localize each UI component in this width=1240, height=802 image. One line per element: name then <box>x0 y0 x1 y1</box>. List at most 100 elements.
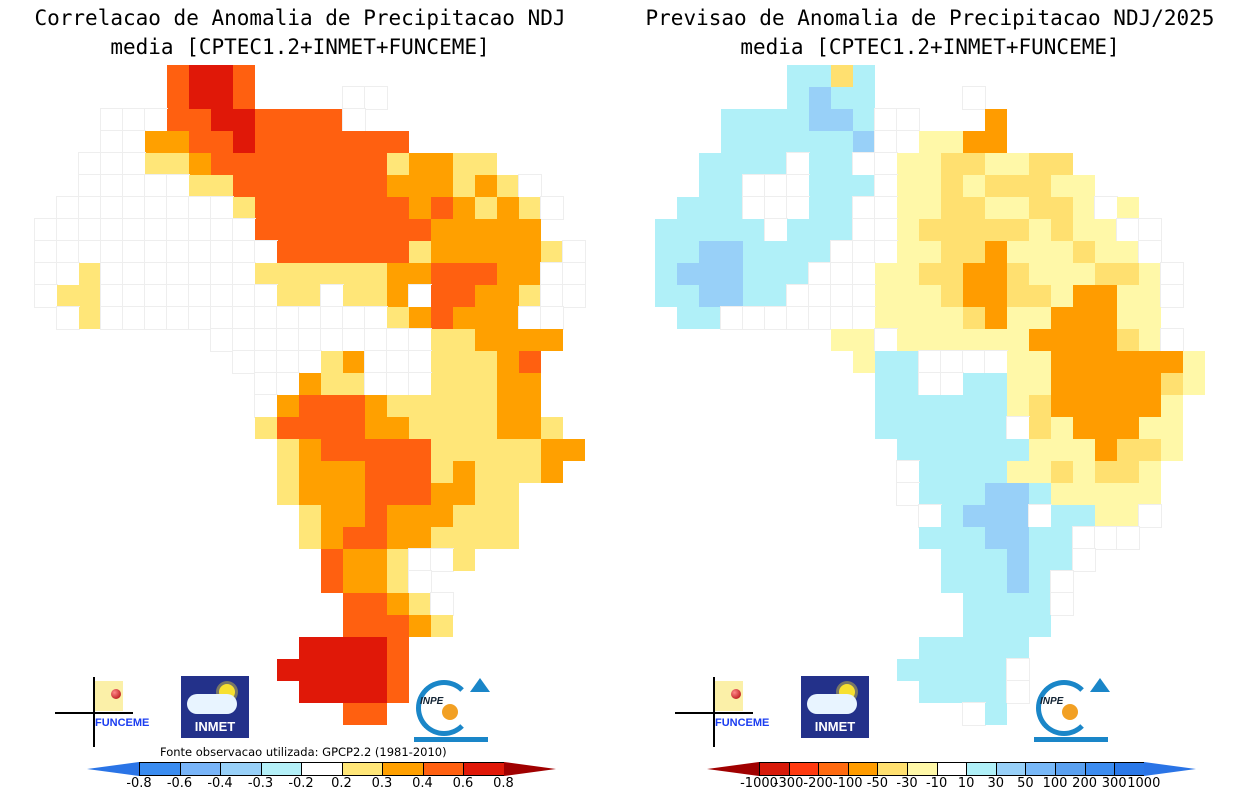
map-grid-cell <box>431 197 453 219</box>
map-grid-cell <box>1095 263 1117 285</box>
map-grid-cell <box>699 285 721 307</box>
map-grid-cell <box>830 284 854 308</box>
map-grid-cell <box>343 505 365 527</box>
map-grid-cell <box>343 351 365 373</box>
map-grid-cell <box>830 262 854 286</box>
map-grid-cell <box>541 241 563 263</box>
map-grid-cell <box>210 306 234 330</box>
map-grid-cell <box>743 241 765 263</box>
map-grid-cell <box>34 240 58 264</box>
map-grid-cell <box>431 307 453 329</box>
map-grid-cell <box>277 461 299 483</box>
map-grid-cell <box>1117 329 1139 351</box>
map-grid-cell <box>1139 461 1161 483</box>
map-grid-cell <box>387 593 409 615</box>
map-grid-cell <box>431 615 453 637</box>
map-grid-cell <box>1139 395 1161 417</box>
right-title-line1: Previsao de Anomalia de Precipitacao NDJ… <box>645 6 1215 30</box>
map-grid-cell <box>985 307 1007 329</box>
map-grid-cell <box>475 197 497 219</box>
map-grid-cell <box>1073 439 1095 461</box>
colorbar-tick-label: -0.8 <box>126 776 152 791</box>
map-grid-cell <box>321 197 343 219</box>
map-grid-cell <box>896 482 920 506</box>
map-grid-cell <box>985 197 1007 219</box>
map-grid-cell <box>808 284 832 308</box>
map-grid-cell <box>343 681 365 703</box>
map-grid-cell <box>100 174 124 198</box>
map-grid-cell <box>1051 505 1073 527</box>
colorbar-tick-label: -50 <box>866 776 889 791</box>
map-grid-cell <box>963 263 985 285</box>
map-grid-cell <box>918 372 942 396</box>
map-grid-cell <box>963 197 985 219</box>
map-grid-cell <box>765 131 787 153</box>
map-grid-cell <box>985 329 1007 351</box>
map-grid-cell <box>233 87 255 109</box>
map-grid-cell <box>1117 285 1139 307</box>
map-grid-cell <box>1073 461 1095 483</box>
map-grid-cell <box>809 241 831 263</box>
map-grid-cell <box>100 196 124 220</box>
map-grid-cell <box>211 65 233 87</box>
map-grid-cell <box>387 197 409 219</box>
map-grid-cell <box>364 372 388 396</box>
map-grid-cell <box>519 461 541 483</box>
colorbar-swatch <box>260 762 301 776</box>
colorbar-tick-label: 1000 <box>1127 776 1161 791</box>
map-grid-cell <box>188 306 212 330</box>
map-grid-cell <box>299 175 321 197</box>
colorbar-swatch <box>759 762 789 776</box>
map-grid-cell <box>699 197 721 219</box>
map-grid-cell <box>962 86 986 110</box>
colorbar-swatch <box>301 762 342 776</box>
colorbar-tick-label: -0.3 <box>247 776 274 791</box>
map-grid-cell <box>941 461 963 483</box>
map-grid-cell <box>122 218 146 242</box>
map-grid-cell <box>1007 593 1029 615</box>
map-grid-cell <box>985 703 1007 725</box>
map-grid-cell <box>497 527 519 549</box>
map-grid-cell <box>1117 417 1139 439</box>
map-grid-cell <box>277 483 299 505</box>
map-grid-cell <box>655 263 677 285</box>
map-grid-cell <box>985 373 1007 395</box>
map-grid-cell <box>343 285 365 307</box>
map-grid-cell <box>1139 373 1161 395</box>
map-grid-cell <box>1139 285 1161 307</box>
map-grid-cell <box>189 153 211 175</box>
map-grid-cell <box>1139 351 1161 373</box>
map-grid-cell <box>365 417 387 439</box>
map-grid-cell <box>1161 395 1183 417</box>
map-grid-cell <box>1007 505 1029 527</box>
map-grid-cell <box>343 461 365 483</box>
map-grid-cell <box>343 241 365 263</box>
map-grid-cell <box>852 262 876 286</box>
map-grid-cell <box>874 130 898 154</box>
map-grid-cell <box>387 153 409 175</box>
map-grid-cell <box>1095 285 1117 307</box>
map-grid-cell <box>387 175 409 197</box>
map-grid-cell <box>277 241 299 263</box>
map-grid-cell <box>343 527 365 549</box>
map-grid-cell <box>144 284 168 308</box>
colorbar-swatch <box>179 762 220 776</box>
map-grid-cell <box>365 637 387 659</box>
map-grid-cell <box>1095 483 1117 505</box>
map-grid-cell <box>79 307 101 329</box>
map-grid-cell <box>742 196 766 220</box>
map-grid-cell <box>320 306 344 330</box>
map-grid-cell <box>365 615 387 637</box>
map-grid-cell <box>343 175 365 197</box>
map-grid-cell <box>254 350 278 374</box>
map-grid-cell <box>1073 329 1095 351</box>
map-grid-cell <box>210 328 234 352</box>
colorbar-swatch <box>788 762 819 776</box>
map-grid-cell <box>321 351 343 373</box>
map-grid-cell <box>1073 197 1095 219</box>
colorbar-swatch <box>847 762 878 776</box>
inpe-logo-text: INPE <box>420 696 444 707</box>
map-grid-cell <box>210 262 234 286</box>
map-grid-cell <box>1095 351 1117 373</box>
map-grid-cell <box>1050 592 1074 616</box>
